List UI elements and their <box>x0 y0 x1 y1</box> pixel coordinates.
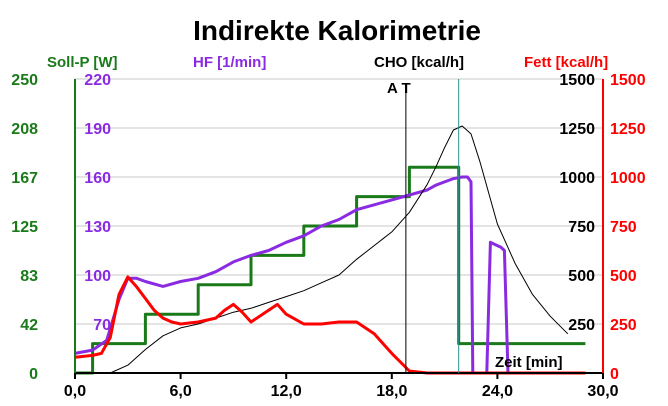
fett-tick-label: 250 <box>610 317 637 334</box>
cho-tick-label: 250 <box>568 317 595 334</box>
soll-p-tick-label: 0 <box>29 366 38 383</box>
soll-p-axis-title: Soll-P [W] <box>47 54 118 71</box>
soll-p-tick-label: 42 <box>20 317 38 334</box>
hf-tick-label: 190 <box>84 121 111 138</box>
fett-tick-label: 1000 <box>610 170 646 187</box>
x-tick-label: 18,0 <box>376 383 407 400</box>
fett-tick-label: 1500 <box>610 72 646 89</box>
hf-tick-label: 160 <box>84 170 111 187</box>
axes-layer <box>74 79 604 379</box>
x-axis-title: Zeit [min] <box>495 354 563 371</box>
soll-p-tick-label: 208 <box>11 121 38 138</box>
soll-p-tick-label: 167 <box>11 170 38 187</box>
fett-tick-label: 750 <box>610 219 637 236</box>
series-line-soll-p <box>75 165 586 375</box>
hf-axis-title: HF [1/min] <box>193 54 266 71</box>
x-tick-label: 30,0 <box>587 383 618 400</box>
fett-tick-label: 1250 <box>610 121 646 138</box>
x-tick-label: 24,0 <box>482 383 513 400</box>
x-tick-label: 0,0 <box>64 383 86 400</box>
fett-tick-label: 0 <box>610 366 619 383</box>
x-tick-label: 6,0 <box>169 383 191 400</box>
soll-p-tick-label: 250 <box>11 72 38 89</box>
fett-axis-title: Fett [kcal/h] <box>524 54 608 71</box>
cho-tick-label: 1500 <box>559 72 595 89</box>
series-line-cho <box>75 125 569 374</box>
series-layer <box>74 125 586 375</box>
at-marker-label: A T <box>387 80 411 97</box>
soll-p-tick-label: 83 <box>20 268 38 285</box>
cho-tick-label: 1000 <box>559 170 595 187</box>
hf-tick-label: 130 <box>84 219 111 236</box>
fett-tick-label: 500 <box>610 268 637 285</box>
hf-tick-label: 70 <box>93 317 111 334</box>
soll-p-tick-label: 125 <box>11 219 38 236</box>
hf-tick-label: 100 <box>84 268 111 285</box>
cho-tick-label: 500 <box>568 268 595 285</box>
tick-labels: 0,0 6,0 12,0 18,0 24,0 30,0042831251672082507… <box>11 72 645 400</box>
chart-title: Indirekte Kalorimetrie <box>193 15 481 46</box>
hf-tick-label: 220 <box>84 72 111 89</box>
x-tick-label: 12,0 <box>271 383 302 400</box>
cho-axis-title: CHO [kcal/h] <box>374 54 464 71</box>
cho-tick-label: 1250 <box>559 121 595 138</box>
cho-tick-label: 750 <box>568 219 595 236</box>
